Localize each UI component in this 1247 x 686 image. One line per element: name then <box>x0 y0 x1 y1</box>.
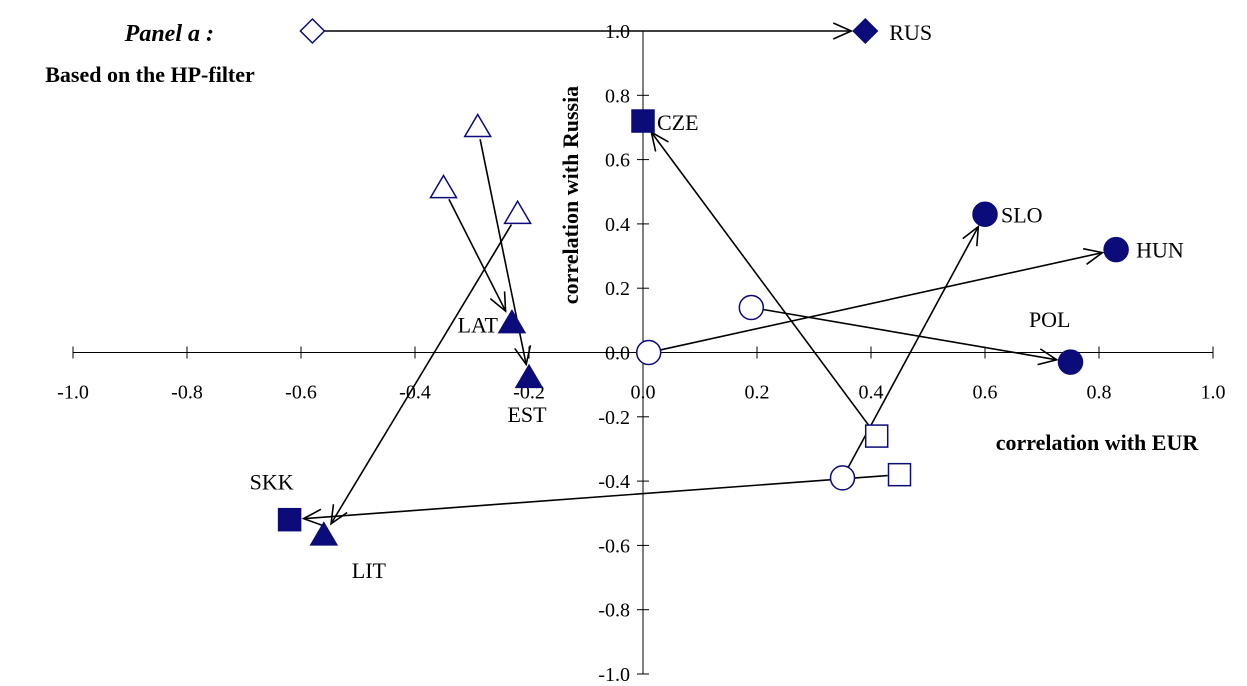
arrow-lit <box>330 224 513 525</box>
marker-lit-start <box>503 199 532 225</box>
arrowhead-hun <box>1082 247 1105 265</box>
marker-cze-start <box>864 424 889 448</box>
y-tick-label: -0.2 <box>598 407 630 429</box>
marker-lat-end <box>497 309 527 334</box>
x-axis-title: correlation with EUR <box>996 430 1200 455</box>
marker-cze-end <box>631 109 655 133</box>
x-tick-label: 0.8 <box>1087 382 1112 404</box>
arrowhead-slo <box>962 224 980 247</box>
y-tick-label: -1.0 <box>598 664 630 686</box>
x-tick-label: -0.8 <box>171 382 203 404</box>
x-tick-label: 1.0 <box>1201 382 1226 404</box>
marker-slo-end <box>972 201 998 228</box>
arrowhead-pol <box>1037 348 1059 366</box>
marker-pol-start <box>738 294 765 321</box>
marker-hun-start <box>635 339 662 366</box>
label-lit: LIT <box>352 558 387 583</box>
arrow-hun <box>660 251 1103 351</box>
y-tick-label: 1.0 <box>605 21 630 43</box>
y-tick-label: 0.4 <box>605 214 630 236</box>
marker-pol-end <box>1057 349 1084 375</box>
axes: -1.0 -0.8 -0.6 -0.4 -0.2 0.0 0.2 0.4 0.6 0.8 1.0-1… <box>57 21 1225 686</box>
arrow-cze <box>650 131 871 427</box>
panel-subtitle: Based on the HP-filter <box>45 62 255 87</box>
y-axis-title: correlation with Russia <box>558 86 583 304</box>
label-lat: LAT <box>458 313 499 338</box>
label-hun: HUN <box>1136 238 1184 263</box>
marker-hun-end <box>1103 236 1129 263</box>
marker-skk-end <box>277 507 302 532</box>
x-tick-label: -1.0 <box>57 382 89 404</box>
arrow-lat <box>448 198 507 312</box>
label-est: EST <box>507 402 547 427</box>
y-tick-label: 0.2 <box>605 278 630 300</box>
label-rus: RUS <box>889 20 932 45</box>
marker-est-start <box>463 112 493 138</box>
y-tick-label: -0.6 <box>598 535 630 557</box>
marker-est-end <box>514 363 544 389</box>
arrowhead-est <box>514 345 532 367</box>
arrow-skk <box>303 474 888 520</box>
x-tick-label: -0.6 <box>285 382 317 404</box>
marker-rus-start <box>299 17 326 45</box>
x-tick-label: 0.2 <box>745 382 770 404</box>
label-pol: POL <box>1029 307 1071 332</box>
arrows <box>301 22 1105 527</box>
label-skk: SKK <box>250 470 294 495</box>
label-slo: SLO <box>1001 202 1043 227</box>
marker-lit-end <box>309 521 339 546</box>
x-tick-label: 0.0 <box>631 382 656 404</box>
marker-rus-end <box>852 17 879 45</box>
markers <box>277 17 1129 546</box>
y-tick-label: 0.6 <box>605 150 630 172</box>
label-cze: CZE <box>657 110 699 135</box>
panel-title: Panel a : <box>124 21 214 47</box>
point-labels: RUS CZE SKK SLO HUN POL LAT EST LIT <box>250 20 1184 583</box>
x-tick-label: 0.6 <box>973 382 998 404</box>
y-tick-label: -0.8 <box>598 600 630 622</box>
arrowhead-lit <box>330 504 348 526</box>
marker-lat-start <box>429 174 458 199</box>
marker-skk-start <box>887 462 912 487</box>
marker-slo-start <box>829 465 856 491</box>
arrowhead-skk <box>301 508 323 527</box>
arrowhead-lat <box>489 291 507 313</box>
arrowhead-rus <box>832 22 854 40</box>
x-tick-label: 0.4 <box>859 382 884 404</box>
y-tick-label: 0.0 <box>605 343 630 365</box>
arrow-pol <box>762 308 1057 361</box>
y-tick-label: -0.4 <box>598 471 630 493</box>
y-tick-label: 0.8 <box>605 85 630 107</box>
